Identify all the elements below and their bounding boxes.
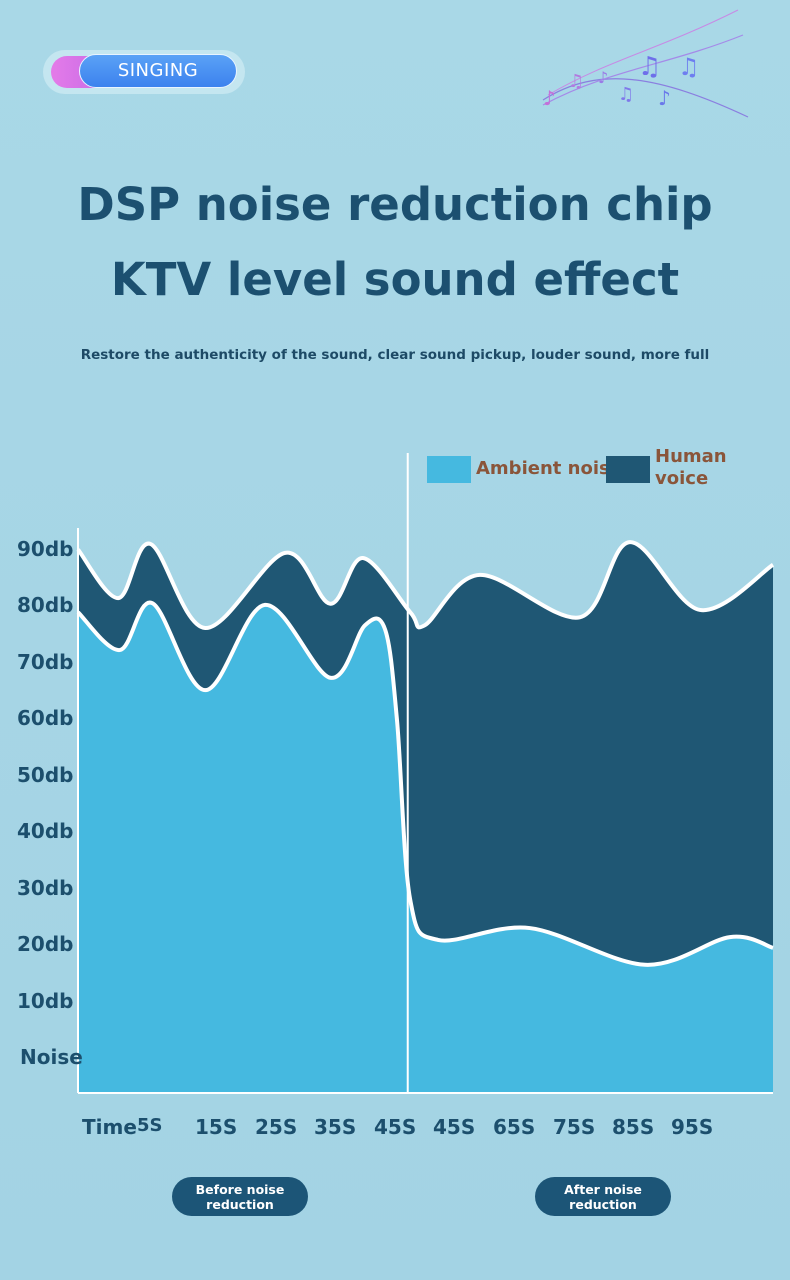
svg-text:♪: ♪ [598,68,608,87]
subtitle: Restore the authenticity of the sound, c… [80,347,710,363]
line-ambient-noise [76,600,774,967]
legend-swatch-voice [606,456,650,483]
x-tick-label: 85S [612,1115,655,1139]
x-tick-label: 45S [374,1115,417,1139]
x-tick-label: 5S [137,1115,163,1136]
svg-text:♫: ♫ [568,71,584,92]
legend-label-voice: Human voice [655,446,727,489]
svg-text:♪: ♪ [658,86,671,110]
legend-swatch-ambient [427,456,471,483]
x-tick-label: 35S [314,1115,357,1139]
music-notes-icon: ♪ ♫ ♪ ♫ ♫ ♪ ♫ [542,9,749,118]
y-tick-label: Noise [20,1045,83,1069]
title-line-1: DSP noise reduction chip [77,178,713,231]
y-tick-label: 70db [17,649,74,674]
badge-label: SINGING [79,54,237,88]
y-tick-label: 80db [17,593,74,617]
y-tick-label: 90db [17,536,74,561]
x-tick-label: 65S [493,1115,536,1139]
area-ambient-noise [78,602,773,1093]
y-tick-label: 50db [17,762,74,787]
x-tick-label: 15S [195,1115,238,1139]
legend-label-ambient: Ambient noise [476,458,622,479]
title-line-2: KTV level sound effect [110,253,680,306]
y-tick-label: 60db [17,706,74,730]
svg-text:♫: ♫ [618,84,634,105]
x-tick-label: 95S [671,1115,714,1139]
y-tick-label: 10db [17,988,74,1013]
x-tick-label: 75S [553,1115,596,1139]
x-tick-label: 45S [433,1115,476,1139]
svg-text:♫: ♫ [678,53,700,81]
svg-text:♪: ♪ [543,86,556,110]
y-tick-label: 30db [17,875,74,900]
svg-text:♫: ♫ [638,52,661,82]
before-noise-reduction-badge: Before noise reduction [172,1177,308,1216]
line-human-voice [76,540,775,631]
after-noise-reduction-badge: After noise reduction [535,1177,671,1216]
y-tick-label: 20db [17,932,74,956]
y-tick-label: 40db [17,819,74,843]
x-tick-label: 25S [255,1115,298,1139]
singing-badge: SINGING [43,50,245,94]
x-axis-title: Time [82,1115,137,1139]
